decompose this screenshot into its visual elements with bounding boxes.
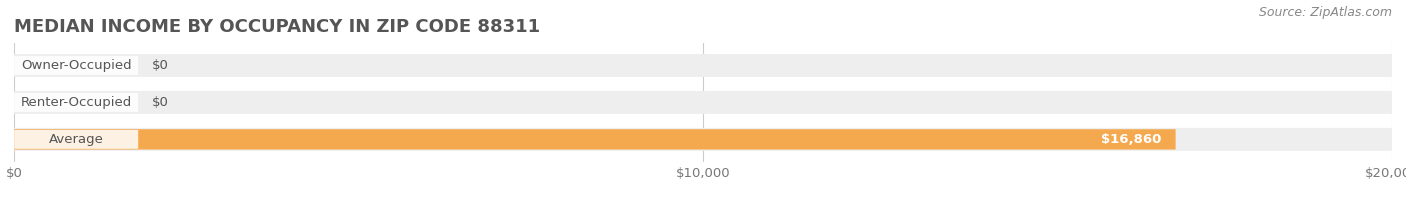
Text: $16,860: $16,860 [1101, 133, 1161, 146]
Text: MEDIAN INCOME BY OCCUPANCY IN ZIP CODE 88311: MEDIAN INCOME BY OCCUPANCY IN ZIP CODE 8… [14, 18, 540, 36]
FancyBboxPatch shape [14, 91, 1392, 114]
Text: Average: Average [49, 133, 104, 146]
FancyBboxPatch shape [14, 130, 138, 149]
FancyBboxPatch shape [14, 54, 1392, 77]
Text: Owner-Occupied: Owner-Occupied [21, 59, 131, 72]
FancyBboxPatch shape [14, 129, 1175, 150]
FancyBboxPatch shape [14, 56, 138, 75]
FancyBboxPatch shape [14, 128, 1392, 151]
FancyBboxPatch shape [14, 93, 138, 112]
Text: $0: $0 [152, 96, 169, 109]
Text: $0: $0 [152, 59, 169, 72]
Text: Source: ZipAtlas.com: Source: ZipAtlas.com [1258, 6, 1392, 19]
Text: Renter-Occupied: Renter-Occupied [21, 96, 132, 109]
